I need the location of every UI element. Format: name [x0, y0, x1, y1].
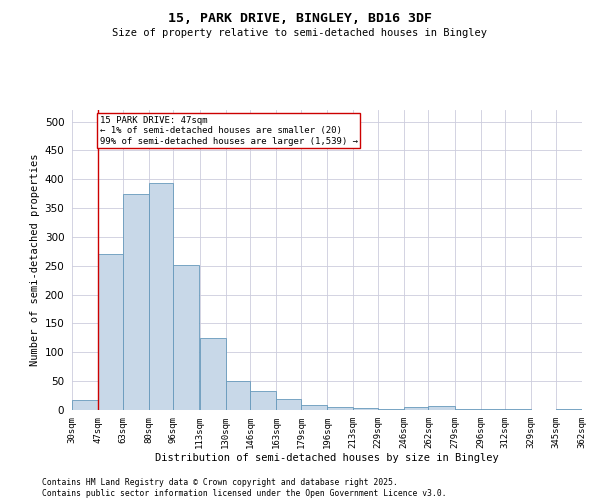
Bar	[173, 264, 199, 410]
Bar	[149, 184, 173, 410]
Text: 15, PARK DRIVE, BINGLEY, BD16 3DF: 15, PARK DRIVE, BINGLEY, BD16 3DF	[168, 12, 432, 26]
Bar	[122, 194, 149, 410]
Bar	[327, 407, 353, 410]
Bar	[98, 254, 122, 410]
Bar	[556, 409, 582, 410]
Y-axis label: Number of semi-detached properties: Number of semi-detached properties	[31, 154, 40, 366]
Bar	[72, 400, 98, 410]
Text: Contains HM Land Registry data © Crown copyright and database right 2025.
Contai: Contains HM Land Registry data © Crown c…	[42, 478, 446, 498]
Bar	[353, 408, 377, 410]
Bar	[250, 391, 277, 410]
Bar	[428, 406, 455, 410]
Text: Size of property relative to semi-detached houses in Bingley: Size of property relative to semi-detach…	[113, 28, 487, 38]
Bar	[404, 407, 428, 410]
Bar	[301, 406, 327, 410]
Text: 15 PARK DRIVE: 47sqm
← 1% of semi-detached houses are smaller (20)
99% of semi-d: 15 PARK DRIVE: 47sqm ← 1% of semi-detach…	[100, 116, 358, 146]
Bar	[277, 399, 301, 410]
X-axis label: Distribution of semi-detached houses by size in Bingley: Distribution of semi-detached houses by …	[155, 452, 499, 462]
Bar	[226, 381, 250, 410]
Bar	[199, 338, 226, 410]
